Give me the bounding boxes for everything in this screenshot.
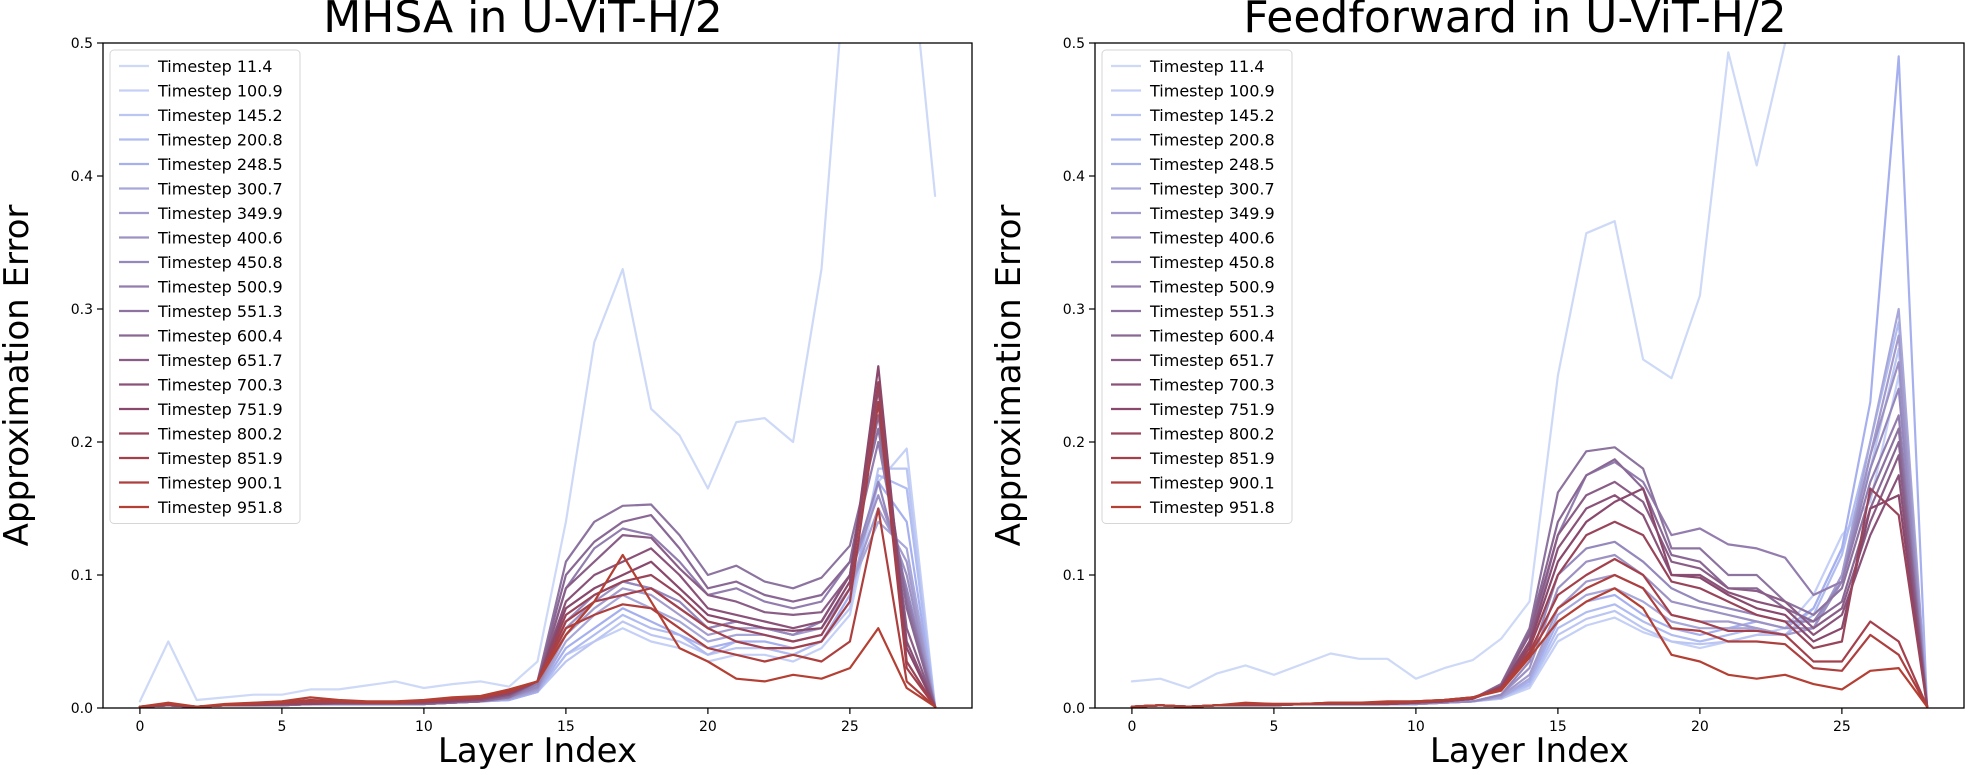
- x-tick-label: 25: [841, 719, 859, 735]
- x-tick-label: 20: [699, 719, 717, 735]
- y-tick-label: 0.1: [71, 568, 93, 584]
- legend-label: Timestep 450.8: [157, 253, 283, 272]
- legend-label: Timestep 900.1: [1149, 474, 1275, 493]
- legend-label: Timestep 551.3: [1149, 302, 1275, 321]
- legend-label: Timestep 500.9: [1149, 278, 1275, 297]
- x-tick-label: 20: [1691, 719, 1709, 735]
- legend-label: Timestep 651.7: [1149, 351, 1275, 370]
- series-line: [138, 494, 937, 708]
- x-tick-label: 10: [1407, 719, 1425, 735]
- plot-frame: [1094, 42, 1965, 709]
- x-axis-label: Layer Index: [438, 731, 637, 769]
- legend-label: Timestep 600.4: [1149, 327, 1275, 346]
- legend-label: Timestep 551.3: [157, 302, 283, 321]
- legend-label: Timestep 751.9: [1149, 400, 1275, 419]
- chart-panel-2: Feedforward in U-ViT-H/2 Layer Index Appro…: [989, 0, 1965, 769]
- legend-label: Timestep 300.7: [157, 180, 283, 199]
- legend-label: Timestep 200.8: [157, 131, 283, 150]
- legend-label: Timestep 100.9: [157, 82, 283, 101]
- chart-panel-1: MHSA in U-ViT-H/2 Layer Index Approximatio…: [0, 0, 973, 769]
- series-line: [138, 43, 937, 703]
- x-tick-label: 0: [1127, 719, 1136, 735]
- legend-label: Timestep 200.8: [1149, 131, 1275, 150]
- legend-label: Timestep 248.5: [1149, 155, 1275, 174]
- y-tick-label: 0.1: [1063, 568, 1085, 584]
- series-line: [1130, 587, 1929, 708]
- legend-label: Timestep 145.2: [1149, 106, 1275, 125]
- y-tick-label: 0.3: [1063, 302, 1085, 318]
- y-tick-label: 0.0: [1063, 701, 1085, 717]
- legend-label: Timestep 100.9: [1149, 82, 1275, 101]
- legend-label: Timestep 400.6: [1149, 229, 1275, 248]
- y-tick-label: 0.4: [1063, 169, 1085, 185]
- y-tick-label: 0.0: [71, 701, 93, 717]
- y-tick-label: 0.5: [1063, 36, 1085, 52]
- x-tick-label: 15: [1549, 719, 1567, 735]
- legend-label: Timestep 751.9: [157, 400, 283, 419]
- legend-label: Timestep 800.2: [157, 425, 283, 444]
- series-lines: [1130, 43, 1929, 708]
- legend-label: Timestep 349.9: [157, 204, 283, 223]
- series-line: [1130, 43, 1787, 690]
- y-tick-label: 0.2: [71, 435, 93, 451]
- legend-box: [1101, 49, 1293, 524]
- series-line: [138, 553, 937, 708]
- x-tick-label: 5: [1269, 719, 1278, 735]
- legend-label: Timestep 651.7: [157, 351, 283, 370]
- series-lines: [138, 43, 937, 708]
- legend-label: Timestep 300.7: [1149, 180, 1275, 199]
- series-line: [1130, 487, 1929, 708]
- legend-label: Timestep 11.4: [157, 57, 272, 76]
- legend-label: Timestep 900.1: [157, 474, 283, 493]
- y-axis-label: Approximation Error: [0, 205, 37, 547]
- legend-label: Timestep 951.8: [157, 498, 283, 517]
- legend-label: Timestep 700.3: [1149, 376, 1275, 395]
- plot-frame: [102, 42, 973, 709]
- legend: Timestep 11.4 Timestep 100.9 Timestep 145.…: [109, 49, 301, 524]
- legend-label: Timestep 400.6: [157, 229, 283, 248]
- legend-label: Timestep 450.8: [1149, 253, 1275, 272]
- legend-label: Timestep 700.3: [157, 376, 283, 395]
- legend-label: Timestep 145.2: [157, 106, 283, 125]
- x-tick-label: 15: [557, 719, 575, 735]
- chart-title: Feedforward in U-ViT-H/2: [1243, 0, 1786, 43]
- legend-box: [109, 49, 301, 524]
- y-tick-label: 0.4: [71, 169, 93, 185]
- legend-label: Timestep 11.4: [1149, 57, 1264, 76]
- legend-label: Timestep 500.9: [157, 278, 283, 297]
- x-tick-label: 5: [277, 719, 286, 735]
- x-tick-label: 10: [415, 719, 433, 735]
- x-axis-label: Layer Index: [1430, 731, 1629, 769]
- y-axis-label: Approximation Error: [989, 205, 1029, 547]
- x-tick-label: 0: [135, 719, 144, 735]
- legend-label: Timestep 349.9: [1149, 204, 1275, 223]
- y-tick-label: 0.2: [1063, 435, 1085, 451]
- legend-label: Timestep 248.5: [157, 155, 283, 174]
- legend-label: Timestep 851.9: [157, 449, 283, 468]
- legend-label: Timestep 800.2: [1149, 425, 1275, 444]
- chart-title: MHSA in U-ViT-H/2: [323, 0, 722, 43]
- x-tick-label: 25: [1833, 719, 1851, 735]
- y-tick-label: 0.5: [71, 36, 93, 52]
- legend-label: Timestep 600.4: [157, 327, 283, 346]
- legend-label: Timestep 851.9: [1149, 449, 1275, 468]
- legend: Timestep 11.4 Timestep 100.9 Timestep 145.…: [1101, 49, 1293, 524]
- y-tick-label: 0.3: [71, 302, 93, 318]
- legend-label: Timestep 951.8: [1149, 498, 1275, 517]
